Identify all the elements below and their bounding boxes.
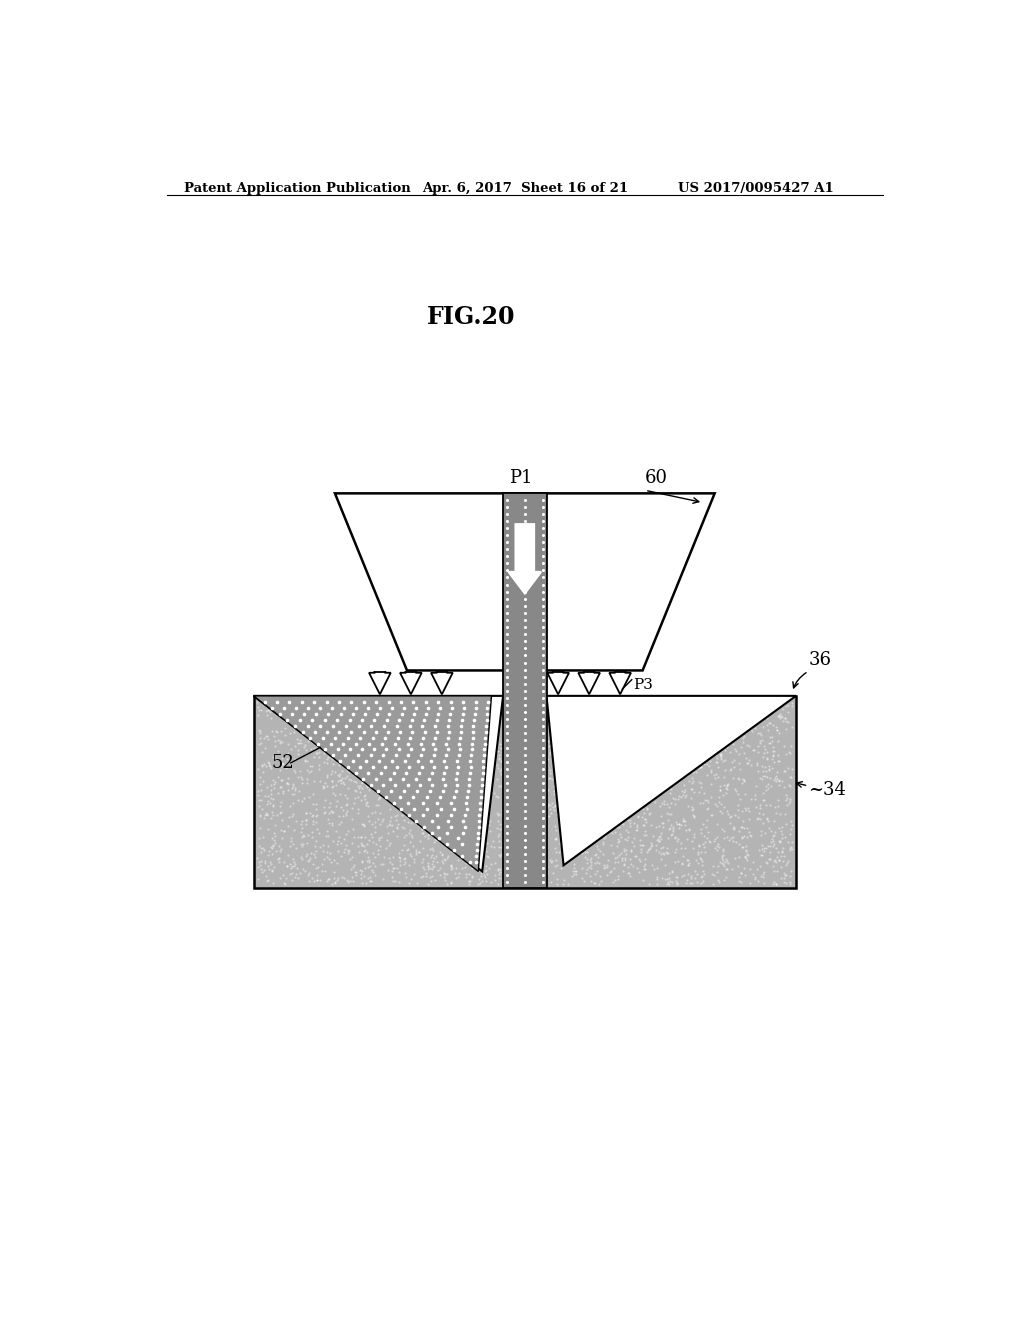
Text: 36: 36 xyxy=(809,651,831,669)
Text: ~34: ~34 xyxy=(809,781,846,799)
Text: 52: 52 xyxy=(271,754,294,772)
Polygon shape xyxy=(609,672,631,694)
Text: P1: P1 xyxy=(509,469,532,487)
Polygon shape xyxy=(254,696,492,871)
Polygon shape xyxy=(431,672,453,694)
Text: FIG.20: FIG.20 xyxy=(426,305,515,329)
Text: US 2017/0095427 A1: US 2017/0095427 A1 xyxy=(678,182,834,194)
Polygon shape xyxy=(579,672,600,694)
Polygon shape xyxy=(400,672,422,694)
Polygon shape xyxy=(509,524,541,594)
Polygon shape xyxy=(503,494,547,888)
Polygon shape xyxy=(254,696,503,871)
Text: P3: P3 xyxy=(633,678,653,692)
Text: Patent Application Publication: Patent Application Publication xyxy=(183,182,411,194)
Polygon shape xyxy=(335,494,715,671)
Text: Apr. 6, 2017  Sheet 16 of 21: Apr. 6, 2017 Sheet 16 of 21 xyxy=(423,182,629,194)
Polygon shape xyxy=(547,696,796,866)
Text: 60: 60 xyxy=(645,469,668,487)
Polygon shape xyxy=(547,672,569,694)
Polygon shape xyxy=(369,672,391,694)
Polygon shape xyxy=(254,696,796,888)
